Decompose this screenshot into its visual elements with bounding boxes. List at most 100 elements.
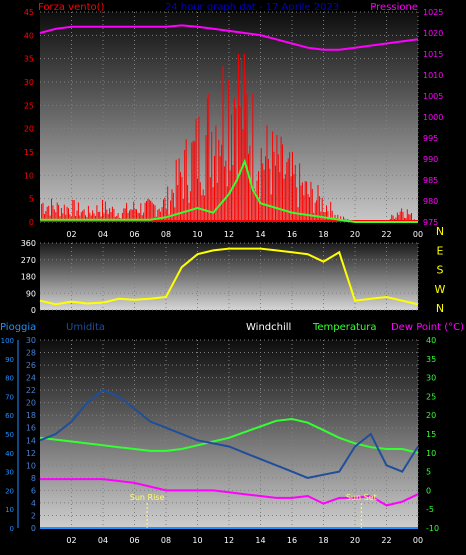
x-tick-label: 00 [413, 536, 423, 545]
direction-tick-label: 360 [21, 239, 36, 248]
wind-direction-line [39, 247, 419, 306]
rain-tick-label: 100 [1, 337, 14, 345]
direction-tick-label: 0 [31, 306, 36, 315]
temp-tick-label: 30 [426, 374, 436, 383]
dewpoint-line [40, 478, 419, 507]
humidity-tick-label: 14 [26, 436, 36, 445]
direction-tick-label: 90 [26, 289, 36, 298]
x-tick-label: 16 [287, 230, 297, 239]
pressure-tick-label: 975 [423, 218, 438, 227]
x-tick-label: 14 [255, 536, 265, 545]
compass-label: E [437, 244, 444, 257]
pressure-tick-label: 1000 [423, 113, 443, 122]
compass-label: W [435, 283, 446, 296]
temp-tick-label: 25 [426, 392, 436, 401]
rain-tick-label: 40 [5, 450, 14, 458]
rain-tick-label: 20 [5, 487, 14, 495]
x-tick-label: 02 [66, 230, 76, 239]
x-tick-label: 06 [129, 536, 139, 545]
compass-label: N [436, 225, 444, 238]
wind-tick-label: 35 [24, 55, 34, 64]
humidity-tick-label: 22 [26, 386, 36, 395]
rain-tick-label: 10 [5, 506, 14, 514]
x-tick-label: 10 [192, 536, 202, 545]
pressure-tick-label: 980 [423, 197, 438, 206]
humidity-tick-label: 6 [31, 486, 36, 495]
pressure-axis-label: Pressione [370, 2, 418, 13]
humidity-label: Umidita [66, 322, 105, 333]
pressure-tick-label: 990 [423, 155, 438, 164]
pressure-tick-label: 1015 [423, 50, 443, 59]
x-tick-label: 22 [381, 230, 391, 239]
humidity-tick-label: 10 [26, 461, 36, 470]
x-tick-label: 00 [413, 230, 423, 239]
wind-gust-line [40, 158, 418, 223]
x-tick-label: 04 [98, 230, 108, 239]
x-tick-label: 02 [66, 536, 76, 545]
x-tick-label: 12 [224, 230, 234, 239]
humidity-tick-label: 16 [26, 424, 36, 433]
rain-tick-label: 80 [5, 375, 14, 383]
x-tick-label: 20 [350, 230, 360, 239]
pressure-tick-label: 1005 [423, 92, 443, 101]
humidity-tick-label: 2 [31, 511, 36, 520]
x-tick-label: 04 [98, 536, 108, 545]
x-tick-label: 08 [161, 536, 171, 545]
wind-tick-label: 25 [24, 101, 34, 110]
temp-tick-label: 35 [426, 355, 436, 364]
wind-tick-label: 0 [29, 218, 34, 227]
pressure-tick-label: 1025 [423, 8, 443, 17]
compass-label: S [437, 264, 444, 277]
temp-tick-label: 15 [426, 430, 436, 439]
rain-tick-label: 70 [5, 393, 14, 401]
temp-tick-label: -10 [426, 524, 439, 533]
x-tick-label: 20 [350, 536, 360, 545]
humidity-tick-label: 28 [26, 349, 36, 358]
humidity-tick-label: 8 [31, 474, 36, 483]
humidity-tick-label: 12 [26, 449, 36, 458]
humidity-tick-label: 0 [31, 524, 36, 533]
chart-title: 24 hour graph dat - 17 Aprile 2023 [165, 2, 339, 13]
pressure-tick-label: 995 [423, 134, 438, 143]
wind-axis-label: Forza vento() [38, 2, 105, 13]
x-tick-label: 12 [224, 536, 234, 545]
x-tick-label: 18 [318, 230, 328, 239]
pressure-line [39, 24, 419, 51]
direction-tick-label: 270 [21, 256, 36, 265]
rain-tick-label: 0 [10, 525, 14, 533]
rain-tick-label: 50 [5, 431, 14, 439]
sun-marker-label: Sun Rise [130, 493, 165, 502]
x-tick-label: 08 [161, 230, 171, 239]
wind-tick-label: 40 [24, 31, 34, 40]
wind-tick-label: 10 [24, 171, 34, 180]
wind-tick-label: 15 [24, 148, 34, 157]
humidity-line [39, 388, 419, 479]
temp-tick-label: 10 [426, 449, 436, 458]
humidity-tick-label: 26 [26, 361, 36, 370]
humidity-tick-label: 4 [31, 499, 36, 508]
pressure-tick-label: 1010 [423, 71, 443, 80]
sun-marker-label: Sun Set [346, 493, 377, 502]
wind-tick-label: 20 [24, 125, 34, 134]
temperature-label: Temperatura [312, 322, 377, 333]
x-tick-label: 14 [255, 230, 265, 239]
pressure-tick-label: 985 [423, 176, 438, 185]
compass-label: N [436, 302, 444, 315]
wind-tick-label: 45 [24, 8, 34, 17]
direction-tick-label: 180 [21, 273, 36, 282]
dewpoint-label: Dew Point (°C) [391, 322, 464, 333]
x-tick-label: 18 [318, 536, 328, 545]
pressure-tick-label: 1020 [423, 29, 443, 38]
humidity-tick-label: 18 [26, 411, 36, 420]
rain-tick-label: 30 [5, 469, 14, 477]
humidity-tick-label: 30 [26, 336, 36, 345]
humidity-tick-label: 20 [26, 399, 36, 408]
rain-tick-label: 90 [5, 356, 14, 364]
wind-tick-label: 30 [24, 78, 34, 87]
rain-label: Pioggia [0, 322, 36, 333]
x-tick-label: 06 [129, 230, 139, 239]
temp-tick-label: 40 [426, 336, 436, 345]
x-tick-label: 10 [192, 230, 202, 239]
